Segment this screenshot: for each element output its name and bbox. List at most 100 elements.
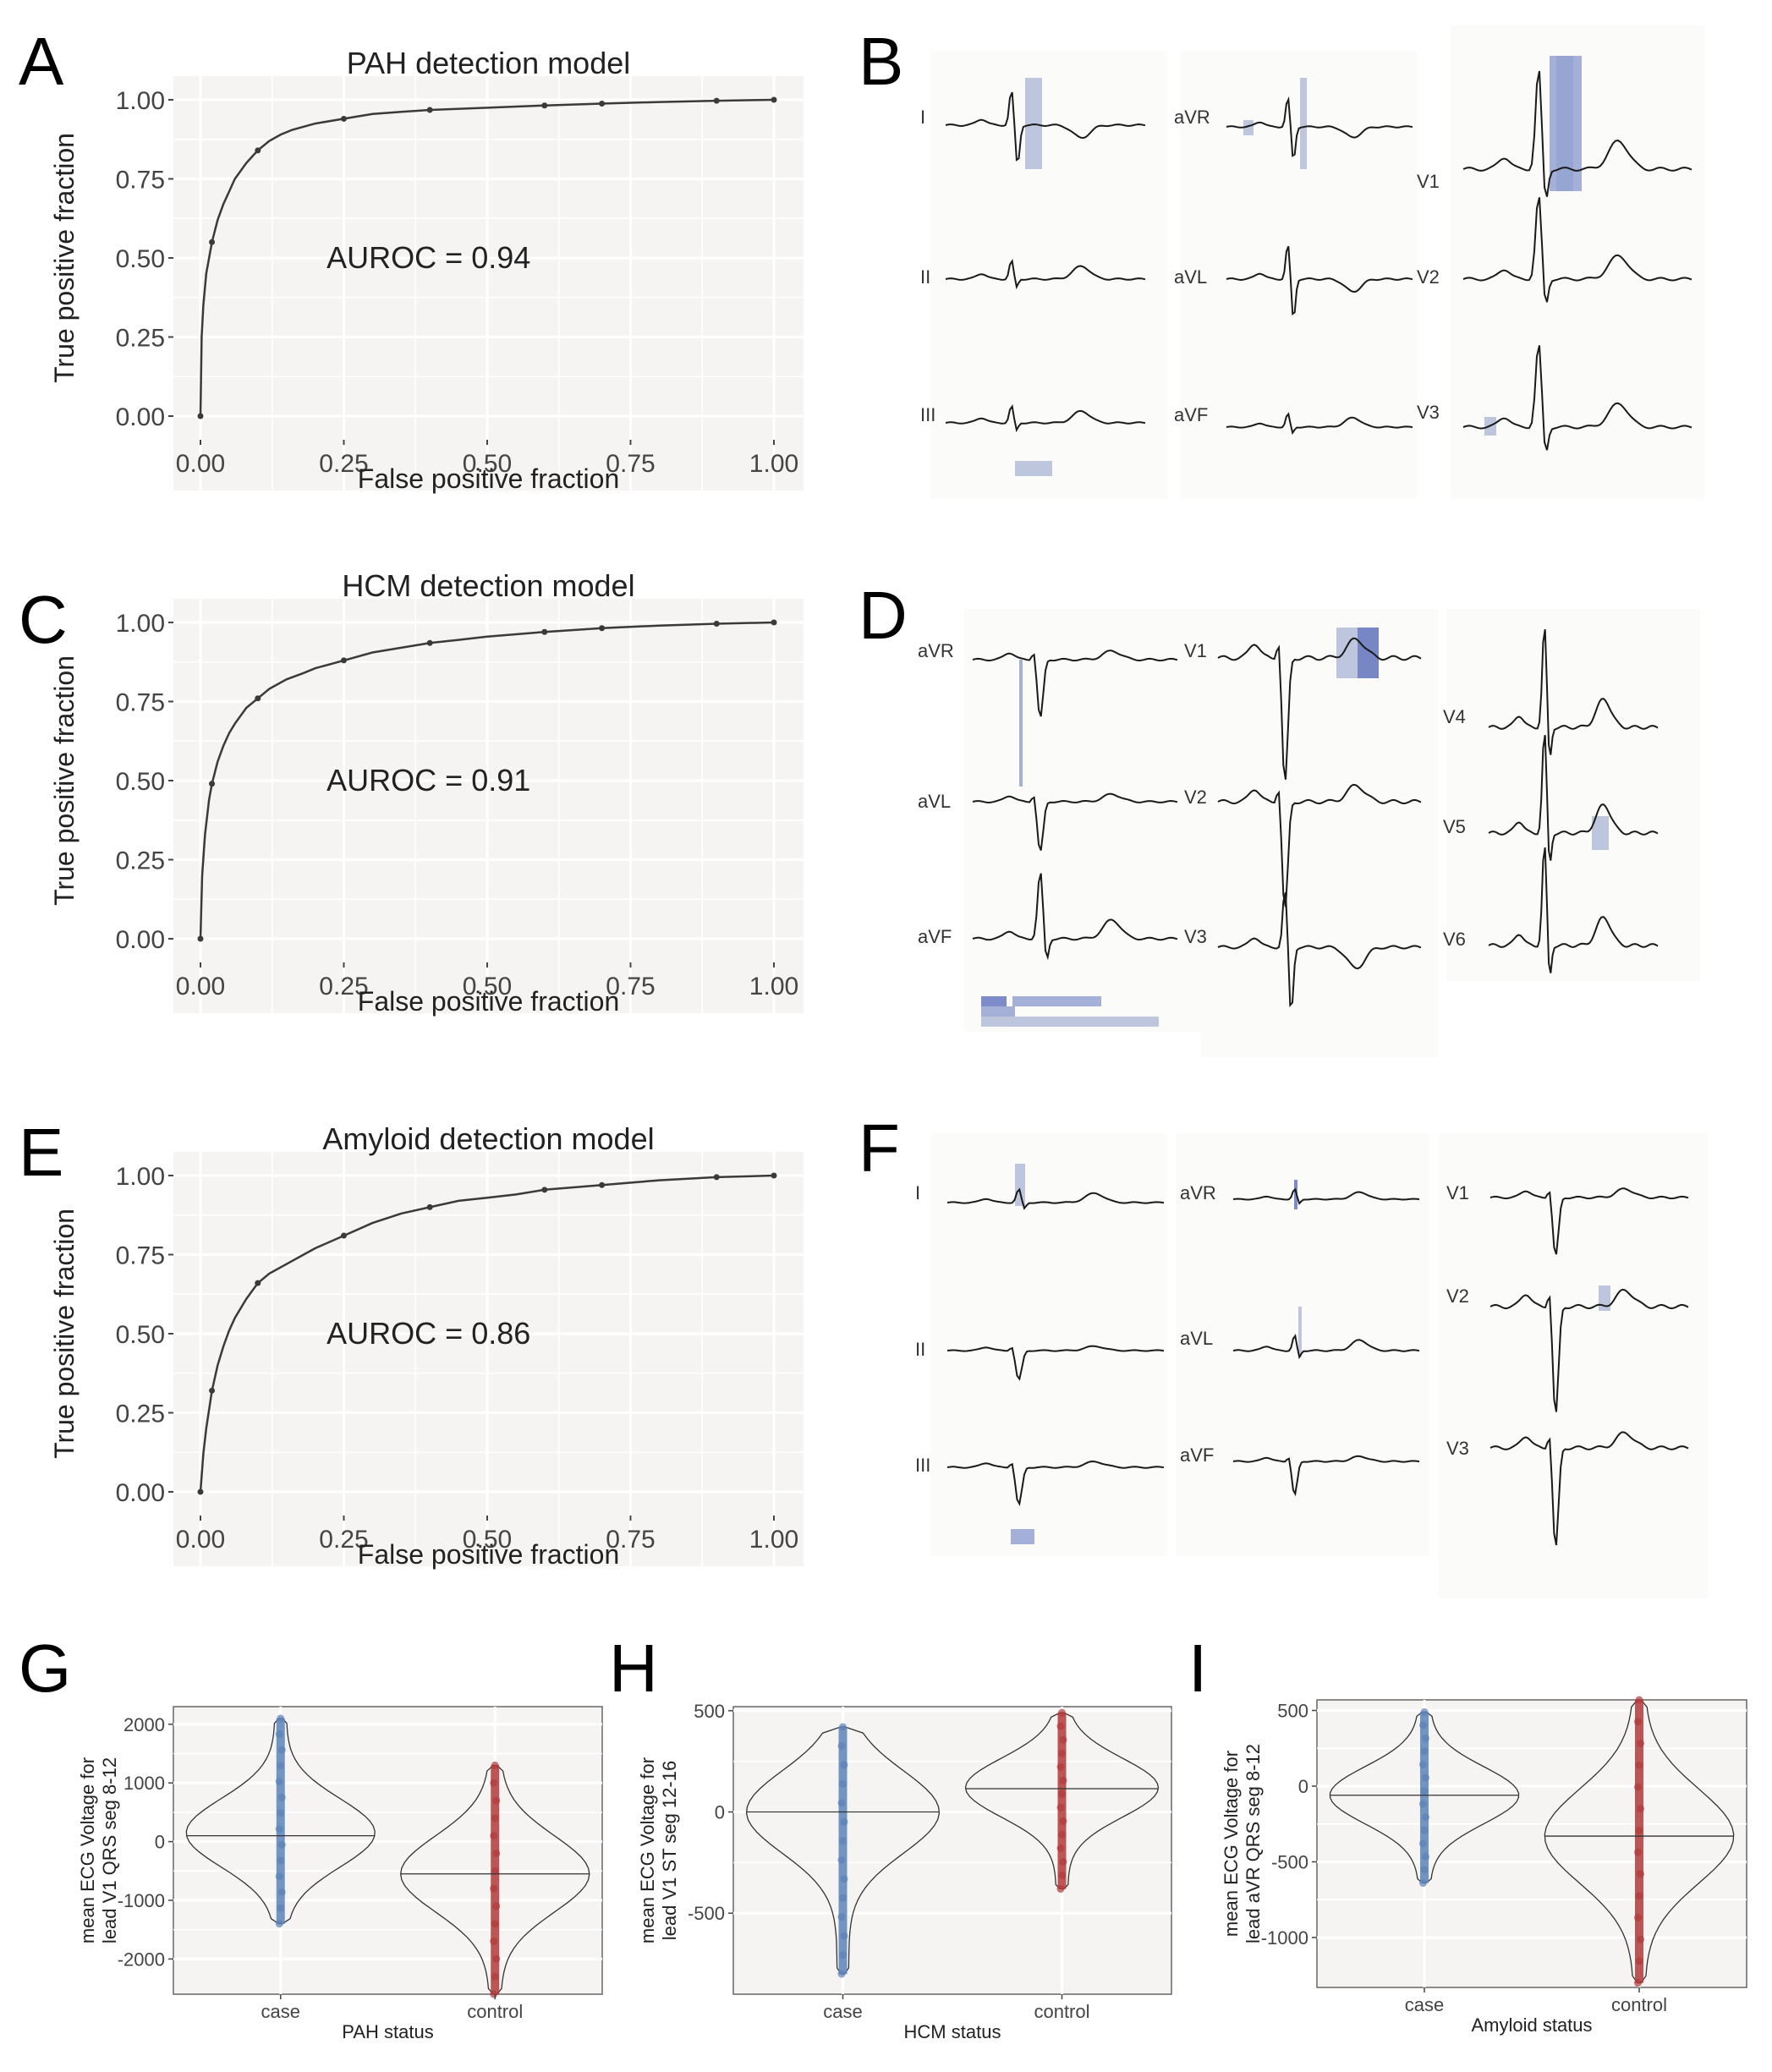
- ecg-trace: [1226, 96, 1413, 157]
- saliency-highlight: [1011, 1529, 1034, 1544]
- ecg-trace: [1488, 847, 1659, 973]
- y-tick-label: 0.75: [116, 1242, 165, 1270]
- ecg-trace: [972, 650, 1178, 717]
- roc-point: [771, 619, 777, 626]
- data-point: [491, 1972, 499, 1981]
- data-point: [1634, 1718, 1642, 1726]
- data-point: [491, 1814, 499, 1823]
- saliency-highlight: [981, 1017, 1159, 1027]
- data-point: [275, 1872, 283, 1881]
- data-point: [275, 1778, 283, 1786]
- roc-point: [197, 413, 204, 419]
- y-tick-label: -500: [688, 1903, 725, 1924]
- saliency-highlight: [981, 1006, 1015, 1017]
- saliency-highlight: [1592, 816, 1609, 850]
- plot-background: [173, 1706, 603, 1995]
- panel-letter-h: H: [609, 1631, 658, 1706]
- saliency-highlight: [1550, 56, 1582, 191]
- roc-point: [426, 639, 433, 646]
- data-point: [1422, 1813, 1429, 1822]
- data-point: [1635, 1826, 1643, 1834]
- data-point: [277, 1793, 286, 1801]
- auroc-label: AUROC = 0.91: [326, 763, 530, 798]
- data-point: [277, 1809, 285, 1817]
- chart-title: Amyloid detection model: [322, 1121, 654, 1156]
- roc-point: [341, 1232, 347, 1239]
- x-tick-label: 0.75: [606, 973, 655, 1000]
- data-point: [1059, 1857, 1067, 1866]
- data-point: [1637, 1805, 1644, 1813]
- roc-point: [341, 657, 347, 664]
- panel-letter-a: A: [19, 24, 64, 99]
- x-tick-label: 0.75: [606, 1526, 655, 1554]
- data-point: [1059, 1817, 1067, 1825]
- y-tick-label: 0: [1298, 1776, 1308, 1797]
- auroc-label: AUROC = 0.94: [326, 240, 530, 275]
- saliency-highlight: [1025, 78, 1042, 169]
- y-axis-label: mean ECG Voltage for lead V1 ST seg 12-16: [637, 1757, 680, 1943]
- saliency-highlight: [1298, 1307, 1302, 1357]
- x-tick-label: 0.25: [319, 973, 368, 1000]
- x-tick-label: control: [1611, 1994, 1667, 2015]
- lead-label-v3: V3: [1417, 402, 1440, 423]
- ecg-trace: [946, 1345, 1165, 1381]
- data-point: [1419, 1879, 1427, 1888]
- lead-label-avl: aVL: [1180, 1328, 1213, 1349]
- ecg-column-bg: [1180, 51, 1417, 499]
- y-axis-label: mean ECG Voltage for lead aVR QRS seg 8-1…: [1221, 1744, 1264, 1943]
- ecg-trace: [1217, 783, 1422, 907]
- data-point: [837, 1913, 846, 1921]
- ecg-trace: [1232, 1187, 1420, 1205]
- data-point: [1420, 1866, 1429, 1874]
- x-tick-label: case: [261, 2001, 300, 2022]
- data-point: [492, 1796, 501, 1805]
- roc-point: [771, 1172, 777, 1179]
- roc-point: [255, 147, 261, 154]
- points-case: [276, 1718, 285, 1924]
- data-point: [1637, 1870, 1644, 1878]
- data-point: [840, 1875, 848, 1883]
- data-point: [839, 1837, 847, 1845]
- roc-point: [541, 1187, 548, 1193]
- auroc-label: AUROC = 0.86: [326, 1316, 530, 1351]
- data-point: [1058, 1708, 1066, 1717]
- ecg-column-bg: [930, 51, 1167, 499]
- x-tick-label: 0.00: [176, 973, 225, 1000]
- ecg-trace: [945, 258, 1146, 290]
- y-tick-label: 1.00: [116, 1163, 165, 1191]
- data-point: [1635, 1696, 1643, 1704]
- ecg-trace: [1232, 1455, 1420, 1497]
- saliency-highlight: [1300, 78, 1307, 169]
- roc-point: [197, 1488, 204, 1495]
- saliency-highlight: [1012, 996, 1101, 1006]
- data-point: [840, 1817, 848, 1826]
- ecg-trace: [1217, 637, 1422, 780]
- ecg-column-bg: [1438, 1133, 1709, 1598]
- data-point: [1635, 1761, 1643, 1769]
- data-point: [1420, 1787, 1429, 1795]
- saliency-highlight: [1015, 1164, 1025, 1206]
- chart-title: HCM detection model: [342, 568, 634, 603]
- lead-label-ii: II: [920, 266, 930, 288]
- lead-label-i: I: [915, 1182, 920, 1203]
- ecg-column-bg: [1176, 1133, 1429, 1556]
- data-point: [839, 1723, 847, 1731]
- lead-label-iii: III: [915, 1455, 930, 1476]
- ecg-trace: [1232, 1334, 1420, 1360]
- x-axis-label: False positive fraction: [358, 463, 619, 494]
- ecg-column-bg: [964, 609, 1201, 1032]
- x-tick-label: 1.00: [749, 450, 798, 478]
- data-point: [1058, 1790, 1066, 1798]
- roc-point: [541, 628, 548, 635]
- roc-point: [341, 115, 347, 122]
- data-point: [1419, 1721, 1427, 1729]
- data-point: [839, 1951, 847, 1960]
- x-axis-label: False positive fraction: [358, 1539, 619, 1570]
- lead-label-v4: V4: [1443, 706, 1466, 727]
- lead-label-avl: aVL: [918, 791, 951, 812]
- x-axis-label: HCM status: [904, 2021, 1001, 2042]
- roc-point: [426, 107, 433, 113]
- points-control: [1635, 1700, 1643, 1983]
- roc-point: [255, 1280, 261, 1286]
- plot-background: [732, 1706, 1172, 1995]
